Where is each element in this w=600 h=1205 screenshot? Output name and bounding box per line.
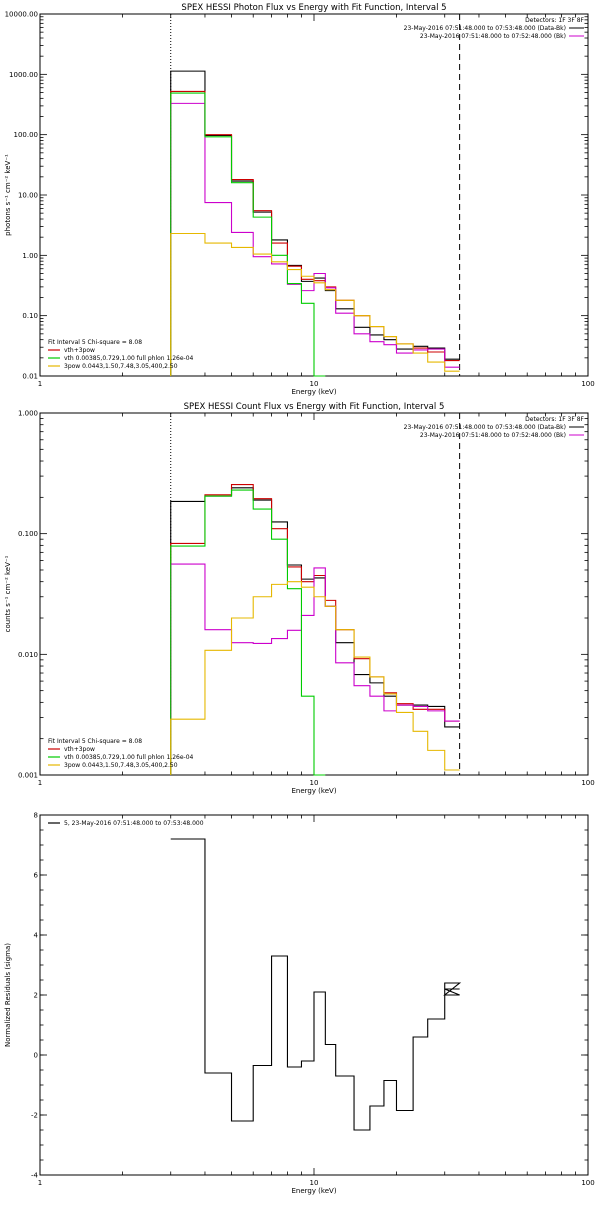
- y-tick-label: 10000.00: [5, 11, 38, 19]
- header-line: 23-May-2016 07:51:48.000 to 07:53:48.000…: [404, 25, 566, 32]
- x-tick-label: 1: [38, 779, 42, 787]
- legend-entry: vth 0.00385,0.729,1.00 full phlon 1.26e-…: [64, 754, 194, 761]
- y-axis-label: Normalized Residuals (sigma): [4, 943, 12, 1047]
- header-line: Detectors: 1F 3F 8F: [525, 416, 584, 423]
- y-tick-label: 6: [34, 872, 39, 880]
- y-axis-label: photons s⁻¹ cm⁻² keV⁻¹: [4, 154, 12, 236]
- x-tick-label: 1: [38, 1179, 42, 1187]
- legend-entry: 3pow 0.0443,1.50,7.48,3.05,400,2.50: [64, 762, 178, 769]
- legend-entry: 5, 23-May-2016 07:51:48.000 to 07:53:48.…: [64, 820, 204, 827]
- x-tick-label: 100: [581, 779, 594, 787]
- header-line: 23-May-2016 07:51:48.000 to 07:52:48.000…: [420, 432, 566, 439]
- x-tick-label: 100: [581, 380, 594, 388]
- legend-entry: vth+3pow: [64, 347, 95, 354]
- series-3-line: [170, 102, 460, 376]
- series-1-line: [170, 838, 462, 1131]
- y-tick-label: 100.00: [14, 131, 39, 139]
- y-tick-label: 1.000: [18, 410, 38, 418]
- series-1-line: [170, 70, 460, 376]
- x-axis-label: Energy (keV): [291, 787, 336, 795]
- chart-panel-1: SPEX HESSI Photon Flux vs Energy with Fi…: [4, 3, 595, 396]
- y-tick-label: 8: [34, 812, 38, 820]
- legend-title: Fit Interval 5 Chi-square = 8.08: [48, 738, 142, 745]
- y-tick-label: 1.00: [22, 252, 38, 260]
- y-tick-label: 0: [34, 1052, 38, 1060]
- x-axis-label: Energy (keV): [291, 1187, 336, 1195]
- series-1-line: [170, 487, 460, 775]
- y-tick-label: 0.010: [18, 651, 38, 659]
- legend-title: Fit Interval 5 Chi-square = 8.08: [48, 339, 142, 346]
- header-line: 23-May-2016 07:51:48.000 to 07:52:48.000…: [420, 33, 566, 40]
- x-axis-label: Energy (keV): [291, 388, 336, 396]
- header-line: 23-May-2016 07:51:48.000 to 07:53:48.000…: [404, 424, 566, 431]
- y-tick-label: -2: [31, 1112, 38, 1120]
- y-tick-label: 0.100: [18, 530, 38, 538]
- y-tick-label: 0.001: [18, 772, 38, 780]
- x-tick-label: 100: [581, 1179, 594, 1187]
- chart-title: SPEX HESSI Count Flux vs Energy with Fit…: [184, 402, 445, 412]
- y-tick-label: 0.10: [22, 312, 38, 320]
- series-4-line: [170, 92, 326, 377]
- y-tick-label: -4: [31, 1172, 39, 1180]
- y-tick-label: 4: [34, 932, 39, 940]
- header-line: Detectors: 1F 3F 8F: [525, 17, 584, 24]
- y-axis-label: counts s⁻¹ cm⁻² keV⁻¹: [4, 555, 12, 632]
- legend-entry: vth+3pow: [64, 746, 95, 753]
- series-4-line: [170, 489, 326, 776]
- x-tick-label: 10: [310, 779, 319, 787]
- series-5-line: [170, 581, 460, 775]
- y-tick-label: 0.01: [22, 373, 38, 381]
- series-2-line: [170, 90, 460, 376]
- legend-entry: vth 0.00385,0.729,1.00 full phlon 1.26e-…: [64, 355, 194, 362]
- series-3-line: [170, 563, 460, 775]
- y-tick-label: 1000.00: [9, 71, 38, 79]
- y-tick-label: 10.00: [18, 192, 38, 200]
- chart-panel-3: 1 10 100 Energy (keV) -4 -2 0 2 4 6 8 Normalized Re…: [4, 812, 595, 1196]
- y-tick-label: 2: [34, 992, 38, 1000]
- chart-title: SPEX HESSI Photon Flux vs Energy with Fi…: [181, 3, 446, 13]
- x-tick-label: 10: [310, 380, 319, 388]
- legend-entry: 3pow 0.0443,1.50,7.48,3.05,400,2.50: [64, 363, 178, 370]
- x-tick-label: 1: [38, 380, 42, 388]
- chart-panel-2: SPEX HESSI Count Flux vs Energy with Fit…: [4, 402, 595, 795]
- series-5-line: [170, 232, 460, 376]
- x-tick-label: 10: [310, 1179, 319, 1187]
